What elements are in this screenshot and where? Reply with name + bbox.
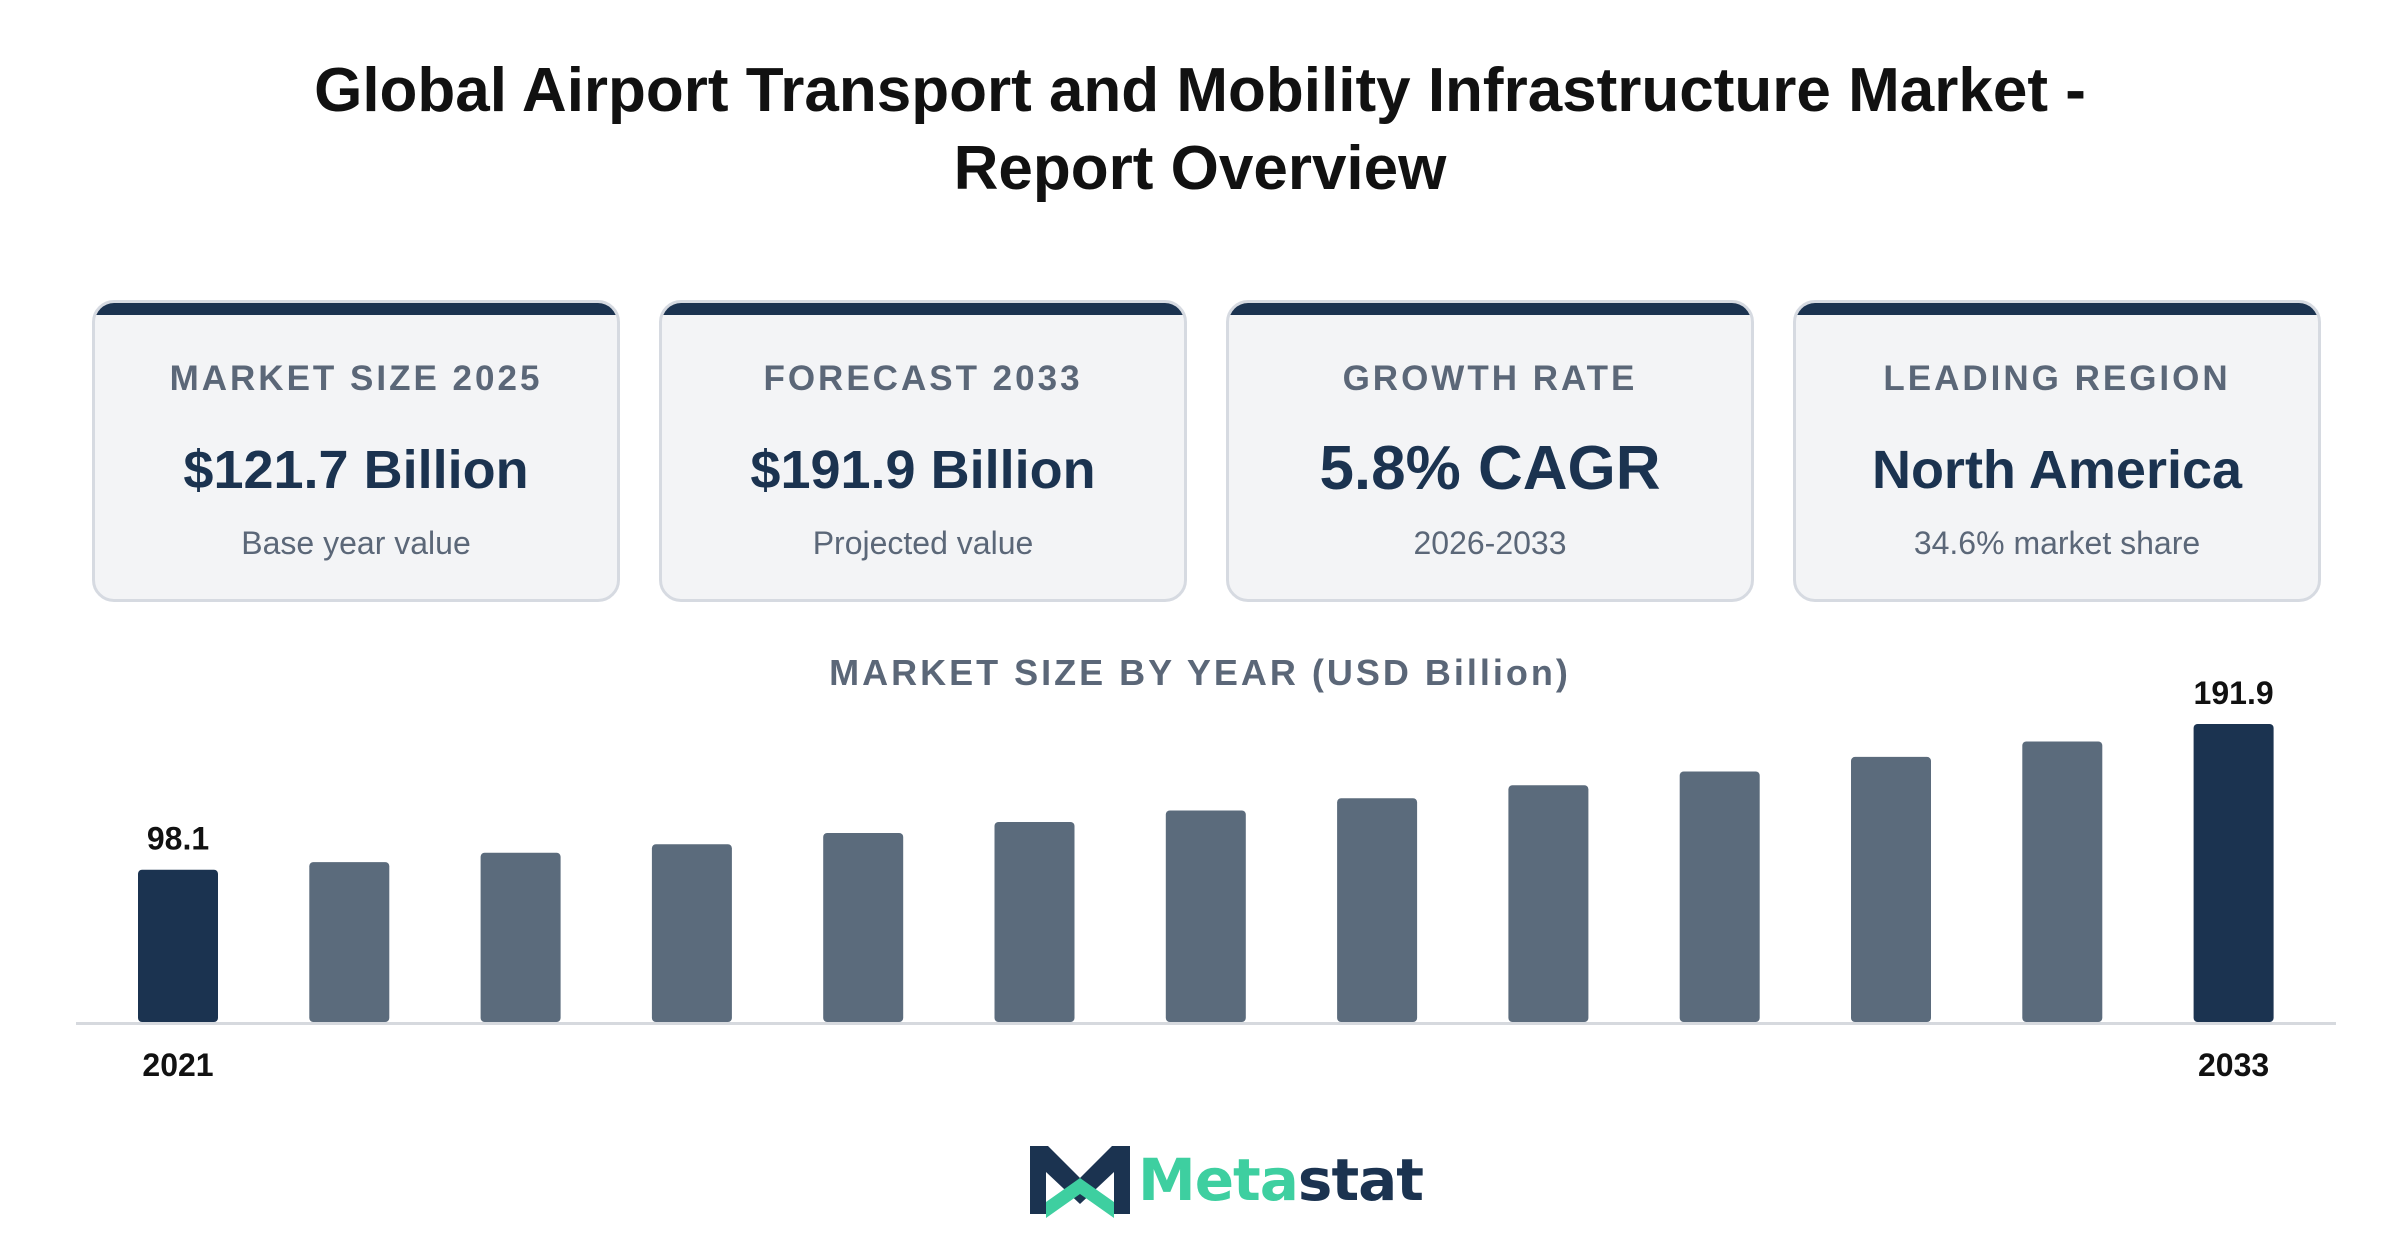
bar-2023	[480, 852, 561, 1022]
bar-2024	[651, 844, 732, 1022]
logo-wordmark-meta: Meta	[1138, 1146, 1299, 1214]
card-label: LEADING REGION	[1883, 359, 2231, 398]
card-value: 5.8% CAGR	[1319, 434, 1661, 503]
stat-card-market-size: MARKET SIZE 2025 $121.7 Billion Base yea…	[92, 300, 620, 602]
stat-card-leading-region: LEADING REGION North America 34.6% marke…	[1793, 300, 2321, 602]
card-label: MARKET SIZE 2025	[169, 359, 543, 398]
bar-2033	[2193, 724, 2274, 1022]
page-title: Global Airport Transport and Mobility In…	[0, 52, 2400, 208]
bar-2021	[138, 869, 218, 1022]
bar-2030	[1679, 771, 1760, 1022]
metastat-logo: Metastat	[1028, 1140, 1424, 1220]
logo-wordmark: Metastat	[1138, 1146, 1424, 1214]
card-value: North America	[1871, 440, 2243, 500]
stat-card-growth-rate: GROWTH RATE 5.8% CAGR 2026-2033	[1226, 300, 1754, 602]
card-accent-bar	[1229, 303, 1751, 315]
card-value: $121.7 Billion	[183, 440, 529, 500]
card-label: FORECAST 2033	[763, 359, 1083, 398]
bar-2027	[1165, 810, 1246, 1022]
x-tick-label-2033: 2033	[2198, 1047, 2269, 1083]
bar-2026	[994, 822, 1075, 1022]
card-label: GROWTH RATE	[1342, 359, 1638, 398]
stat-card-forecast: FORECAST 2033 $191.9 Billion Projected v…	[659, 300, 1187, 602]
logo-wordmark-stat: stat	[1297, 1146, 1424, 1214]
card-value: $191.9 Billion	[750, 440, 1096, 500]
bar-2022	[309, 862, 390, 1022]
page-title-line2: Report Overview	[953, 134, 1447, 203]
card-subtext: Base year value	[241, 525, 471, 561]
bar-2031	[1851, 756, 1931, 1022]
bar-2025	[823, 833, 904, 1022]
value-label-2033: 191.9	[2194, 675, 2274, 711]
metastat-logo-icon	[1030, 1146, 1130, 1218]
page-title-line1: Global Airport Transport and Mobility In…	[314, 56, 2086, 125]
card-subtext: 2026-2033	[1413, 525, 1567, 561]
chart-title: MARKET SIZE BY YEAR (USD Billion)	[829, 652, 1571, 693]
x-tick-label-2021: 2021	[142, 1047, 213, 1083]
bar-2028	[1337, 798, 1418, 1022]
card-accent-bar	[95, 303, 617, 315]
card-accent-bar	[662, 303, 1184, 315]
bar-2032	[2022, 741, 2103, 1022]
card-subtext: Projected value	[812, 525, 1034, 561]
bar-2029	[1508, 785, 1589, 1022]
card-accent-bar	[1796, 303, 2318, 315]
value-label-2021: 98.1	[147, 821, 209, 857]
card-subtext: 34.6% market share	[1913, 525, 2201, 561]
